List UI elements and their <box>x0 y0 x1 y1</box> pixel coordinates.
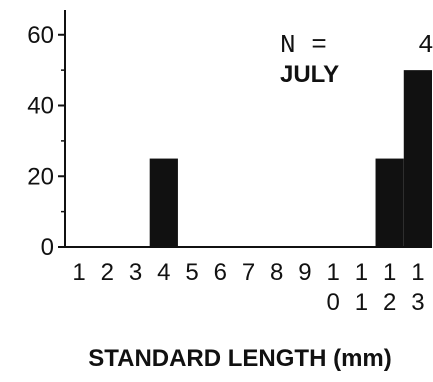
x-tick-label-13: 1 <box>411 259 424 286</box>
x-tick-label-7: 7 <box>242 259 255 286</box>
bar-12 <box>375 158 404 247</box>
x-tick-label-8: 8 <box>270 259 283 286</box>
x-tick-label-3: 3 <box>129 259 142 286</box>
x-tick-label-10: 0 <box>327 289 340 316</box>
x-tick-label-6: 6 <box>214 259 227 286</box>
x-tick-label-12: 1 <box>383 259 396 286</box>
x-tick-label-11: 1 <box>355 289 368 316</box>
y-tick-label: 20 <box>27 163 54 190</box>
sample-size-value: 4 <box>418 30 433 60</box>
month-label: JULY <box>280 61 339 88</box>
x-tick-label-5: 5 <box>185 259 198 286</box>
sample-size-label: N = <box>280 30 327 60</box>
x-tick-label-13: 3 <box>411 289 424 316</box>
y-tick-label: 60 <box>27 22 54 49</box>
x-tick-label-9: 9 <box>298 259 311 286</box>
y-tick-label: 40 <box>27 93 54 120</box>
bar-4 <box>149 158 178 247</box>
y-tick-label: 0 <box>41 234 54 261</box>
bars-group <box>149 70 432 247</box>
x-tick-label-2: 2 <box>101 259 114 286</box>
bar-13 <box>403 70 432 247</box>
x-axis-title: STANDARD LENGTH (mm) <box>88 345 392 372</box>
x-tick-label-12: 2 <box>383 289 396 316</box>
x-tick-label-4: 4 <box>157 259 170 286</box>
x-tick-label-11: 1 <box>355 259 368 286</box>
x-tick-label-10: 1 <box>327 259 340 286</box>
y-ticks-group: 0 20 40 60 <box>27 22 65 261</box>
x-tick-label-1: 1 <box>72 259 85 286</box>
